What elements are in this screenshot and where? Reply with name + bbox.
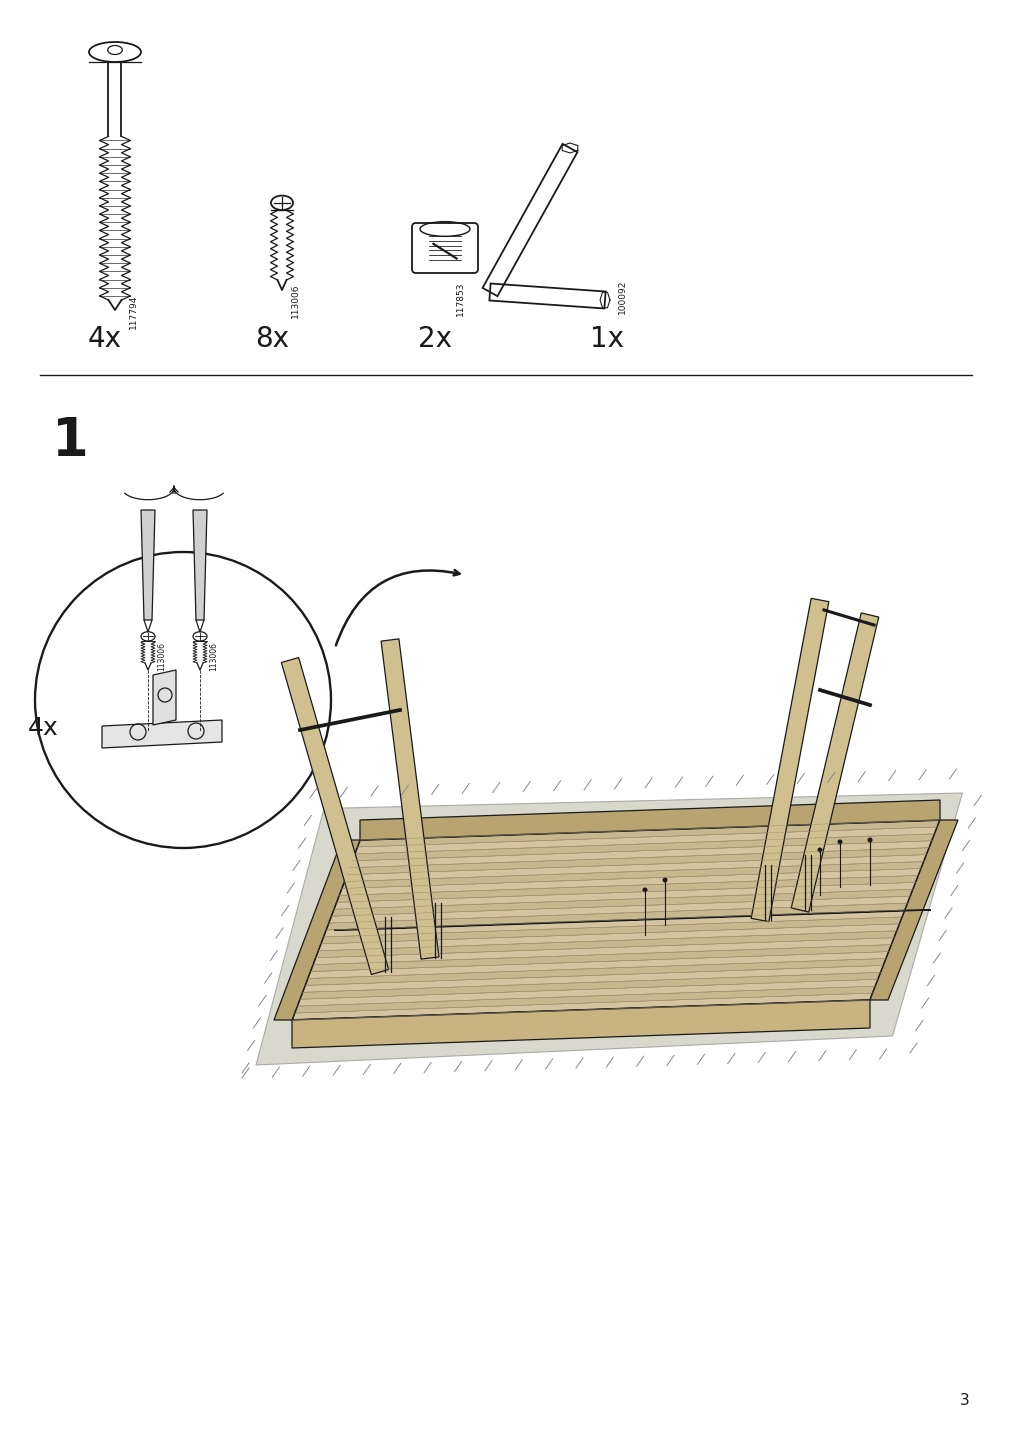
Polygon shape: [102, 720, 221, 748]
Polygon shape: [310, 945, 891, 971]
Polygon shape: [360, 800, 939, 841]
Polygon shape: [791, 613, 878, 912]
Polygon shape: [324, 909, 904, 937]
Polygon shape: [320, 916, 902, 944]
Polygon shape: [357, 821, 939, 846]
Polygon shape: [329, 896, 910, 924]
Text: 117794: 117794: [128, 295, 137, 329]
Polygon shape: [750, 599, 828, 922]
Text: 4x: 4x: [28, 716, 59, 740]
Text: 8x: 8x: [255, 325, 289, 354]
Polygon shape: [292, 1000, 869, 1048]
Polygon shape: [334, 882, 915, 909]
Polygon shape: [344, 855, 926, 882]
Polygon shape: [294, 987, 875, 1012]
Circle shape: [662, 878, 667, 882]
Circle shape: [817, 848, 822, 852]
Polygon shape: [355, 826, 936, 853]
Polygon shape: [317, 924, 899, 951]
Text: 1x: 1x: [589, 325, 624, 354]
Circle shape: [642, 888, 647, 892]
Polygon shape: [292, 992, 871, 1020]
Polygon shape: [869, 821, 957, 1000]
Polygon shape: [281, 657, 388, 975]
Polygon shape: [307, 951, 888, 978]
Polygon shape: [339, 868, 920, 895]
Text: 117853: 117853: [455, 282, 464, 316]
Polygon shape: [153, 670, 176, 725]
Text: 3: 3: [959, 1393, 969, 1408]
Polygon shape: [331, 889, 912, 916]
Polygon shape: [256, 793, 961, 1065]
Polygon shape: [297, 979, 878, 1007]
Text: 1: 1: [52, 415, 89, 467]
Polygon shape: [349, 841, 931, 868]
Polygon shape: [315, 931, 896, 958]
Polygon shape: [342, 862, 923, 888]
Circle shape: [866, 838, 871, 842]
Polygon shape: [141, 510, 155, 620]
Polygon shape: [336, 875, 918, 902]
Polygon shape: [274, 841, 360, 1020]
Polygon shape: [312, 938, 894, 965]
Polygon shape: [381, 639, 439, 959]
Text: 113006: 113006: [290, 284, 299, 318]
Polygon shape: [304, 958, 886, 985]
Polygon shape: [299, 972, 880, 1000]
Text: 2x: 2x: [418, 325, 452, 354]
Text: 113006: 113006: [209, 642, 217, 672]
Text: 4x: 4x: [88, 325, 122, 354]
Polygon shape: [347, 848, 928, 875]
Text: 100092: 100092: [617, 281, 626, 315]
Circle shape: [837, 839, 842, 845]
Text: 113006: 113006: [157, 642, 166, 672]
Polygon shape: [352, 833, 934, 861]
Polygon shape: [193, 510, 207, 620]
Polygon shape: [334, 909, 930, 929]
Polygon shape: [326, 904, 907, 929]
Polygon shape: [302, 965, 883, 992]
